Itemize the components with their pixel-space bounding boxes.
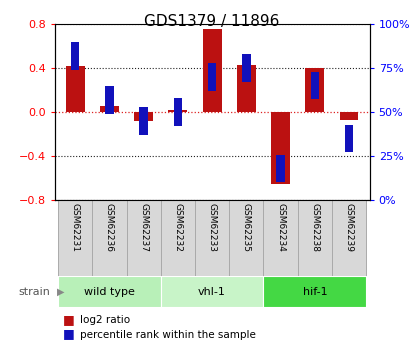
Text: GSM62236: GSM62236 [105,203,114,252]
Text: hif-1: hif-1 [302,287,327,296]
Bar [168,110,187,112]
Text: ■: ■ [63,313,75,326]
Bar [203,29,221,112]
Bar [92,200,126,276]
Text: percentile rank within the sample: percentile rank within the sample [80,330,256,339]
Text: GSM62238: GSM62238 [310,203,319,252]
Text: ■: ■ [63,327,75,341]
Bar [195,200,229,276]
Bar [126,200,161,276]
Text: log2 ratio: log2 ratio [80,315,130,325]
Bar [66,66,84,112]
Text: GSM62234: GSM62234 [276,203,285,252]
Bar [310,72,319,99]
Bar [58,276,161,307]
Bar [276,155,285,182]
Bar [345,125,353,152]
Bar [271,112,290,184]
Bar [134,112,153,121]
Text: GSM62233: GSM62233 [207,203,217,252]
Bar [229,200,263,276]
Bar [100,106,119,112]
Bar [161,276,263,307]
Bar [58,200,92,276]
Bar [173,98,182,126]
Text: strain: strain [18,287,50,296]
Bar [305,68,324,112]
Bar [298,200,332,276]
Text: GSM62237: GSM62237 [139,203,148,252]
Bar [340,112,359,120]
Bar [263,276,366,307]
Bar [332,200,366,276]
Bar [161,200,195,276]
Text: GSM62232: GSM62232 [173,203,182,252]
Text: wild type: wild type [84,287,135,296]
Bar [263,200,298,276]
Bar [242,55,251,82]
Text: GSM62235: GSM62235 [242,203,251,252]
Bar [71,42,79,70]
Text: GSM62239: GSM62239 [344,203,354,252]
Bar [139,107,148,135]
Bar [208,63,216,91]
Text: GDS1379 / 11896: GDS1379 / 11896 [144,14,280,29]
Bar [105,86,114,114]
Text: GSM62231: GSM62231 [71,203,80,252]
Text: ▶: ▶ [57,287,64,296]
Text: vhl-1: vhl-1 [198,287,226,296]
Bar [237,65,256,112]
